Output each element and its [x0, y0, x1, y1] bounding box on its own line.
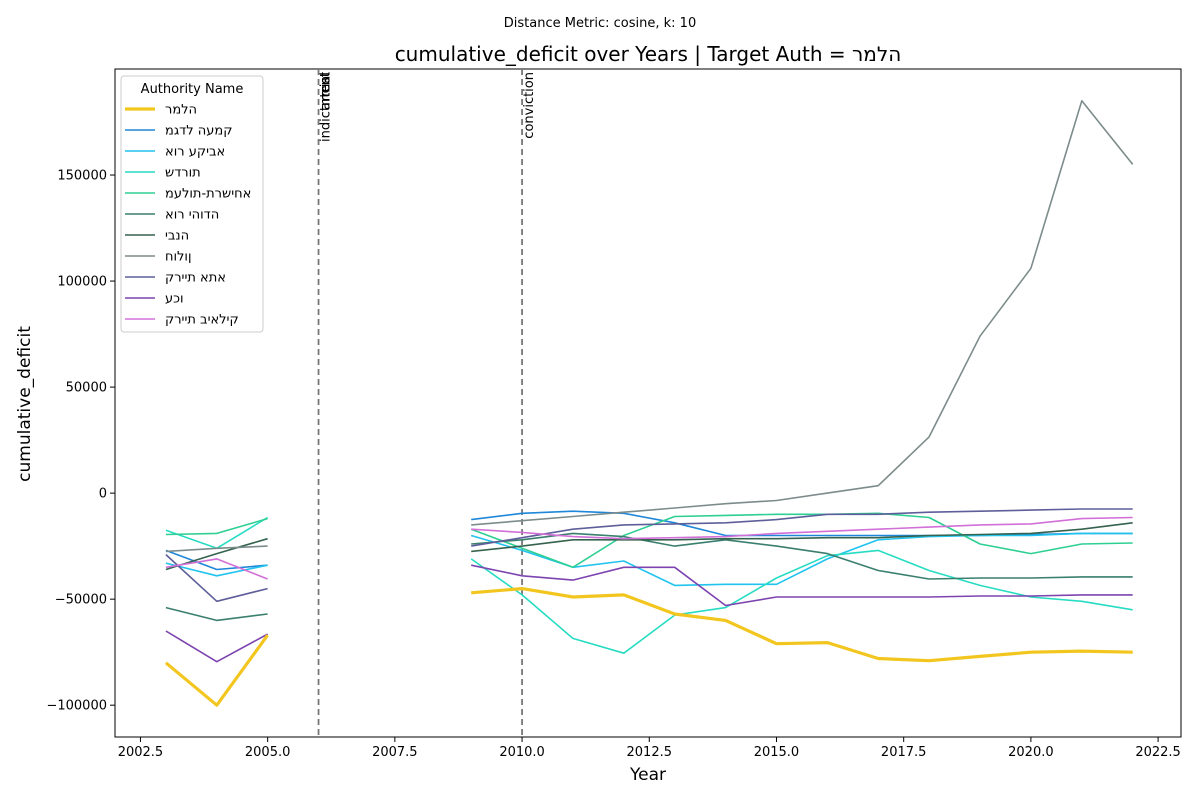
x-tick-label: 2020.0	[1008, 745, 1054, 760]
x-tick-label: 2005.0	[245, 745, 291, 760]
y-tick-label: −100000	[46, 699, 107, 714]
legend-label: הדוהי רוא	[165, 208, 219, 223]
x-tick-label: 2015.0	[754, 745, 800, 760]
legend-label: אחישרת-תולעמ	[165, 187, 251, 202]
event-label: trial	[319, 72, 334, 98]
x-tick-label: 2022.5	[1135, 745, 1181, 760]
legend: Authority Name הלמר קמעה לדגמ אביקע רוא תור…	[120, 75, 264, 333]
x-tick-label: 2010.0	[499, 745, 545, 760]
legend-label: קמעה לדגמ	[165, 124, 233, 139]
chart-suptitle: Distance Metric: cosine, k: 10	[504, 16, 696, 31]
legend-label: ןולוח	[165, 250, 192, 265]
series-line	[165, 508, 1133, 603]
legend-title: Authority Name	[141, 82, 244, 97]
legend-label: וכע	[165, 292, 184, 307]
x-tick-label: 2007.5	[372, 745, 418, 760]
series-line	[165, 516, 1133, 580]
plot-frame	[114, 68, 1182, 738]
series-line	[165, 100, 1134, 553]
y-tick-label: 0	[99, 487, 107, 502]
plot-area	[114, 68, 1182, 738]
chart-title: cumulative_deficit over Years | Target A…	[395, 42, 902, 66]
series-line	[165, 512, 1133, 569]
y-tick-label: 100000	[57, 275, 107, 290]
legend-label: תורדש	[165, 166, 201, 181]
x-tick-label: 2017.5	[881, 745, 927, 760]
legend-label: אביקע רוא	[165, 145, 225, 160]
event-label: indictment	[319, 72, 334, 142]
legend-label: הלמר	[165, 103, 197, 118]
legend-label: הנבי	[165, 229, 189, 244]
x-tick-label: 2012.5	[627, 745, 673, 760]
x-tick-label: 2002.5	[118, 745, 164, 760]
legend-items: הלמר קמעה לדגמ אביקע רוא תורדש אחישרת-תולעמ ה…	[125, 103, 251, 328]
x-axis-label: Year	[629, 765, 666, 785]
y-tick-label: −50000	[55, 593, 107, 608]
event-label: conviction	[522, 72, 537, 139]
legend-label: אתא תיירק	[165, 271, 226, 286]
series-line	[165, 532, 1133, 587]
series-lines	[164, 100, 1134, 707]
series-line	[164, 587, 1133, 707]
series-line	[165, 510, 1133, 571]
event-label: arrest	[319, 72, 334, 110]
series-line	[165, 532, 1133, 622]
legend-frame	[120, 75, 264, 333]
y-tick-label: 50000	[66, 381, 107, 396]
y-axis-ticks: −100000 −50000 0 50000 100000 150000	[46, 169, 115, 714]
y-axis-label: cumulative_deficit	[15, 326, 35, 482]
y-tick-label: 150000	[57, 169, 107, 184]
legend-label: קילאיב תיירק	[165, 313, 239, 328]
x-axis-ticks: 2002.5 2005.0 2007.5 2010.0 2012.5 2015.0 2017…	[118, 737, 1181, 760]
series-line	[165, 564, 1133, 663]
